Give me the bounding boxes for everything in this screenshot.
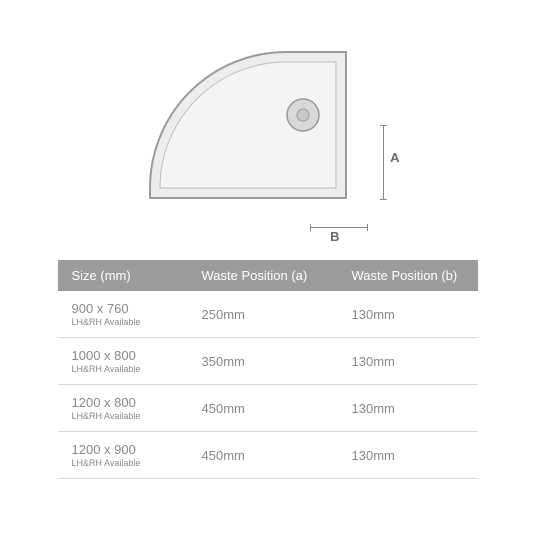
cell-waste-b: 130mm (352, 307, 464, 322)
dimension-b-label: B (330, 229, 339, 244)
cell-waste-a: 250mm (202, 307, 352, 322)
cell-waste-b: 130mm (352, 354, 464, 369)
table-row: 1200 x 800 LH&RH Available 450mm 130mm (58, 385, 478, 432)
cell-size-sub: LH&RH Available (72, 317, 202, 327)
col-waste-a: Waste Position (a) (202, 268, 352, 283)
cell-waste-b: 130mm (352, 448, 464, 463)
cell-size: 1200 x 900 (72, 442, 136, 457)
table-row: 1200 x 900 LH&RH Available 450mm 130mm (58, 432, 478, 479)
dimension-a-label: A (390, 150, 399, 165)
col-waste-b: Waste Position (b) (352, 268, 464, 283)
shower-tray-diagram: A B (138, 40, 398, 240)
table-row: 900 x 760 LH&RH Available 250mm 130mm (58, 291, 478, 338)
cell-waste-a: 350mm (202, 354, 352, 369)
table-header-row: Size (mm) Waste Position (a) Waste Posit… (58, 260, 478, 291)
cell-size: 1000 x 800 (72, 348, 136, 363)
cell-waste-a: 450mm (202, 448, 352, 463)
cell-size: 1200 x 800 (72, 395, 136, 410)
cell-size-sub: LH&RH Available (72, 411, 202, 421)
table-row: 1000 x 800 LH&RH Available 350mm 130mm (58, 338, 478, 385)
cell-waste-b: 130mm (352, 401, 464, 416)
spec-table: Size (mm) Waste Position (a) Waste Posit… (58, 260, 478, 479)
cell-size-sub: LH&RH Available (72, 364, 202, 374)
dimension-a-line (383, 125, 384, 200)
cell-waste-a: 450mm (202, 401, 352, 416)
cell-size: 900 x 760 (72, 301, 129, 316)
dimension-b-line (310, 227, 368, 228)
col-size: Size (mm) (72, 268, 202, 283)
tray-svg (138, 40, 358, 215)
cell-size-sub: LH&RH Available (72, 458, 202, 468)
